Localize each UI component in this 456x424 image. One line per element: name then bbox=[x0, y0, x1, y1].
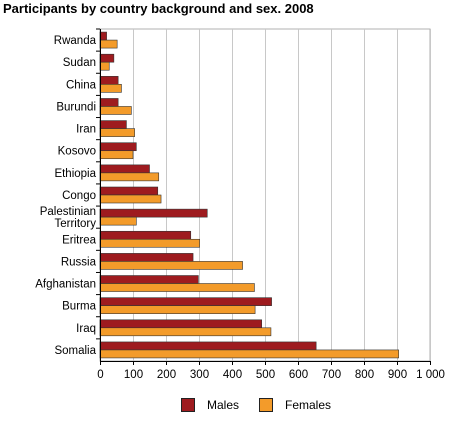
category-label: Ethiopia bbox=[54, 168, 96, 180]
category-label: Sudan bbox=[63, 57, 96, 69]
category-label: Palestinian Territory bbox=[40, 206, 97, 230]
x-tick-label: 300 bbox=[190, 369, 209, 381]
x-tick-label: 400 bbox=[223, 369, 242, 381]
category-label: Afghanistan bbox=[35, 279, 96, 291]
x-tick-label: 100 bbox=[124, 369, 143, 381]
bar-males bbox=[99, 186, 159, 196]
bar-females bbox=[99, 216, 137, 226]
bar-males bbox=[99, 98, 119, 107]
bar-females bbox=[99, 261, 243, 270]
category-label: Somalia bbox=[54, 345, 96, 357]
bar-females bbox=[99, 172, 160, 182]
category-label: Iran bbox=[76, 124, 96, 136]
bar-males bbox=[99, 142, 137, 152]
x-tick-label: 1 000 bbox=[416, 369, 445, 381]
bar-males bbox=[99, 164, 150, 174]
bar-females bbox=[99, 283, 255, 292]
x-tick-label: 200 bbox=[157, 369, 176, 381]
legend: Males Females bbox=[0, 397, 456, 413]
x-tick-label: 800 bbox=[355, 369, 374, 381]
bar-females bbox=[99, 61, 110, 71]
category-label: Rwanda bbox=[54, 35, 97, 47]
bar-males bbox=[99, 208, 208, 218]
bar-males bbox=[99, 120, 127, 129]
bar-females bbox=[99, 194, 162, 204]
bar-males bbox=[99, 230, 192, 240]
category-label: Russia bbox=[61, 256, 97, 268]
category-label: Burundi bbox=[56, 101, 96, 113]
category-label: Congo bbox=[62, 190, 96, 202]
bar-females bbox=[99, 305, 256, 314]
bar-males bbox=[99, 53, 115, 63]
x-tick-label: 0 bbox=[97, 369, 103, 381]
bar-males bbox=[99, 253, 194, 262]
bar-females bbox=[99, 106, 132, 115]
bar-females bbox=[99, 238, 200, 248]
x-tick-label: 500 bbox=[256, 369, 275, 381]
bar-males bbox=[99, 275, 199, 284]
bar-males bbox=[99, 297, 272, 306]
bar-females bbox=[99, 128, 135, 137]
bar-males bbox=[99, 341, 317, 351]
legend-item-males: Males bbox=[181, 397, 239, 413]
category-label: China bbox=[66, 79, 97, 91]
category-label: Burma bbox=[62, 301, 96, 313]
x-tick-label: 700 bbox=[322, 369, 341, 381]
bar-females bbox=[99, 327, 272, 337]
bar-males bbox=[99, 76, 119, 85]
bar-females bbox=[99, 150, 134, 160]
legend-item-females: Females bbox=[259, 397, 331, 413]
category-label: Eritrea bbox=[62, 234, 96, 246]
category-label: Kosovo bbox=[58, 146, 96, 158]
category-label: Iraq bbox=[76, 323, 96, 335]
legend-swatch-males bbox=[181, 398, 195, 412]
bar-males bbox=[99, 319, 262, 329]
legend-label-males: Males bbox=[207, 398, 240, 412]
x-tick-label: 900 bbox=[388, 369, 407, 381]
x-tick-label: 600 bbox=[289, 369, 308, 381]
bar-females bbox=[99, 84, 122, 93]
bar-females bbox=[99, 39, 118, 49]
legend-swatch-females bbox=[259, 398, 273, 412]
chart-title: Participants by country background and s… bbox=[3, 1, 314, 16]
bar-females bbox=[99, 349, 399, 359]
legend-label-females: Females bbox=[285, 398, 332, 412]
